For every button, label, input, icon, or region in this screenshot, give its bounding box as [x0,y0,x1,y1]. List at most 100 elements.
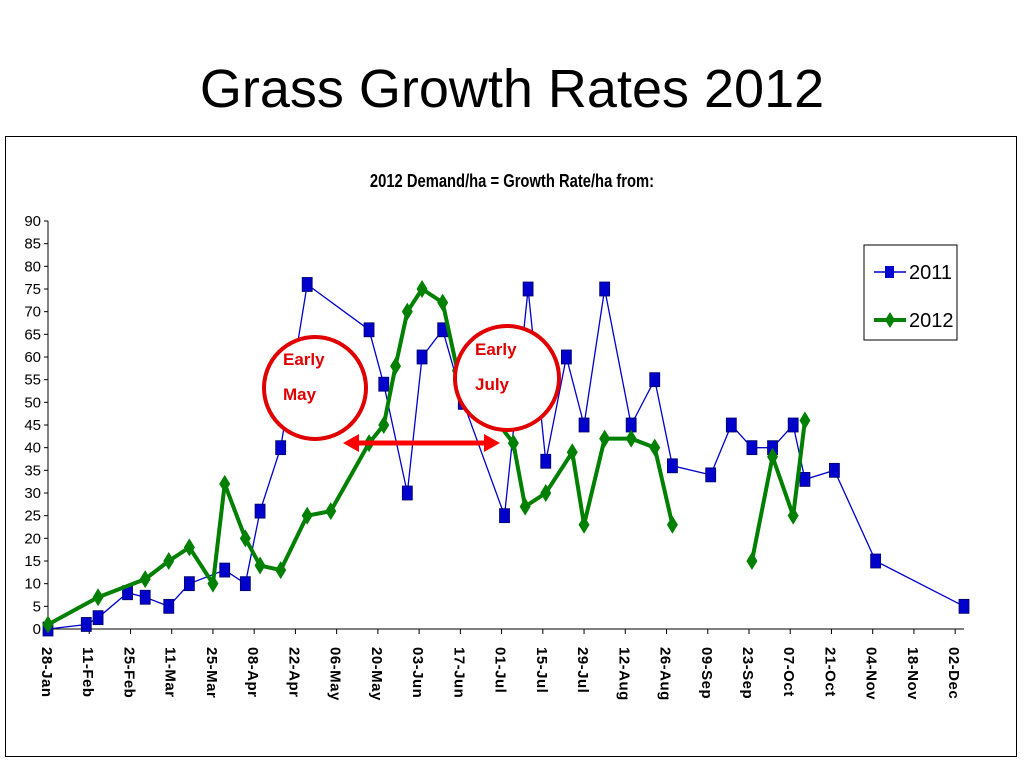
legend-2012-marker [885,312,895,328]
y-tick-label: 65 [24,326,41,343]
series-2011-point [522,281,534,297]
series-2011-point [80,617,92,632]
series-2011-point [799,471,811,487]
x-tick-label: 23-Sep [739,647,756,699]
x-tick-label: 09-Sep [698,647,715,699]
y-tick-label: 25 [24,508,41,525]
y-tick-label: 70 [24,304,41,321]
x-tick-label: 06-May [327,647,344,701]
series-2011-point [667,458,678,474]
x-tick-label: 11-Feb [79,647,96,698]
series-2011-point [746,440,758,456]
y-tick-label: 85 [24,236,41,253]
chart-legend: 2011 2012 [863,244,958,341]
series-2011-point [219,562,231,578]
annotation-circle [262,335,368,441]
series-2012-point [625,429,637,448]
series-2011-point [139,589,151,605]
x-tick-label: 02-Dec [945,647,962,699]
y-tick-label: 55 [24,372,41,389]
series-2012-point [507,434,519,453]
x-tick-label: 20-May [368,647,385,701]
x-tick-label: 29-Jul [574,647,591,693]
series-2012-line [47,287,675,627]
annotation-label: July [475,375,510,394]
series-2012-point [799,411,811,430]
x-tick-label: 25-Feb [120,647,137,698]
y-tick-label: 40 [24,440,41,457]
series-2012-point [767,447,779,466]
series-2011-point [649,372,661,388]
x-tick-label: 01-Jul [492,647,509,693]
series-2011-point [401,485,413,501]
y-tick-label: 35 [24,462,41,479]
y-tick-label: 10 [24,576,41,593]
series-2012-point [139,570,151,589]
chart-annotations: Early May Early July [262,324,561,452]
y-axis-ticks: 0 5 10 15 20 25 30 35 40 45 50 55 60 65 70 75 80 85 90 [24,213,48,638]
series-2012-point [437,293,449,312]
legend-2011-label: 2011 [909,262,952,284]
slide-title: Grass Growth Rates 2012 [199,59,825,119]
x-tick-label: 15-Jul [533,647,550,693]
y-tick-label: 90 [24,213,41,230]
x-tick-label: 28-Jan [38,647,55,698]
series-2011-point [578,417,590,433]
series-2012-point [183,538,195,557]
series-2011-point [829,462,840,478]
annotation-label: May [283,385,317,404]
series-2012-point [275,561,287,580]
x-tick-label: 18-Nov [904,647,921,700]
annotation-arrow-head-left [343,434,359,452]
series-2011-point [183,576,195,592]
series-2012-point [219,474,231,493]
series-2011-point [499,508,510,524]
x-tick-label: 11-Mar [162,647,179,698]
series-2012-point [578,515,590,534]
series-2011-point [163,598,175,614]
series-2011-point [239,576,251,592]
series-2012-point [325,502,337,521]
y-tick-label: 80 [24,258,41,275]
y-tick-label: 0 [33,621,41,638]
annotation-label: Early [475,340,517,359]
y-tick-label: 30 [24,485,41,502]
series-2012-point [163,552,175,570]
x-tick-label: 12-Aug [615,647,632,701]
legend-2012-label: 2012 [909,310,954,332]
series-2011-point [301,277,313,292]
series-2011-point [416,349,428,365]
series-2011-point [92,610,104,626]
series-2012-point [239,529,251,548]
series-2012-point [540,484,552,502]
series-2012-point [207,574,219,593]
x-tick-label: 07-Oct [780,647,797,697]
series-2011-point [254,503,266,519]
x-axis-ticks: 28-Jan 11-Feb 25-Feb 11-Mar 25-Mar 08-Apr 22-A… [38,629,962,701]
x-tick-label: 04-Nov [863,647,880,700]
series-2011-point [599,281,611,297]
x-tick-label: 03-Jun [409,647,426,698]
series-2011-point [275,440,287,456]
y-tick-label: 50 [24,394,41,411]
annotation-circle [453,324,561,432]
series-2012-point [390,357,402,376]
y-tick-label: 5 [33,598,41,615]
x-tick-label: 08-Apr [244,647,261,698]
x-tick-label: 22-Apr [285,647,302,698]
annotation-label: Early [283,350,325,369]
series-2012-point [92,588,104,607]
series-2012-point [416,280,428,298]
series-2011-point [725,417,737,433]
series-2011-point [363,322,375,338]
y-tick-label: 60 [24,349,41,366]
series-2012-point [599,429,611,448]
series-2012-point [301,506,313,525]
series-2011-point [787,417,799,433]
series-2011-point [958,598,970,614]
series-2012-point [566,443,578,462]
series-2012-point [254,556,266,575]
series-2011-point [540,453,552,469]
series-2011-point [870,553,882,569]
